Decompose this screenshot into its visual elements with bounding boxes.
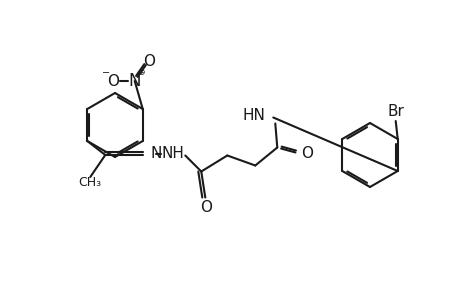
Text: ⊕: ⊕ (137, 68, 144, 76)
Text: O: O (301, 146, 313, 161)
Text: NH: NH (162, 146, 185, 161)
Text: HN: HN (242, 108, 265, 123)
Text: −: − (101, 68, 110, 78)
Text: Br: Br (386, 103, 403, 118)
Text: O: O (142, 53, 154, 68)
Text: O: O (200, 200, 212, 215)
Text: N: N (128, 72, 140, 90)
Text: N: N (150, 146, 161, 161)
Text: CH₃: CH₃ (78, 176, 101, 190)
Text: O: O (106, 74, 118, 88)
